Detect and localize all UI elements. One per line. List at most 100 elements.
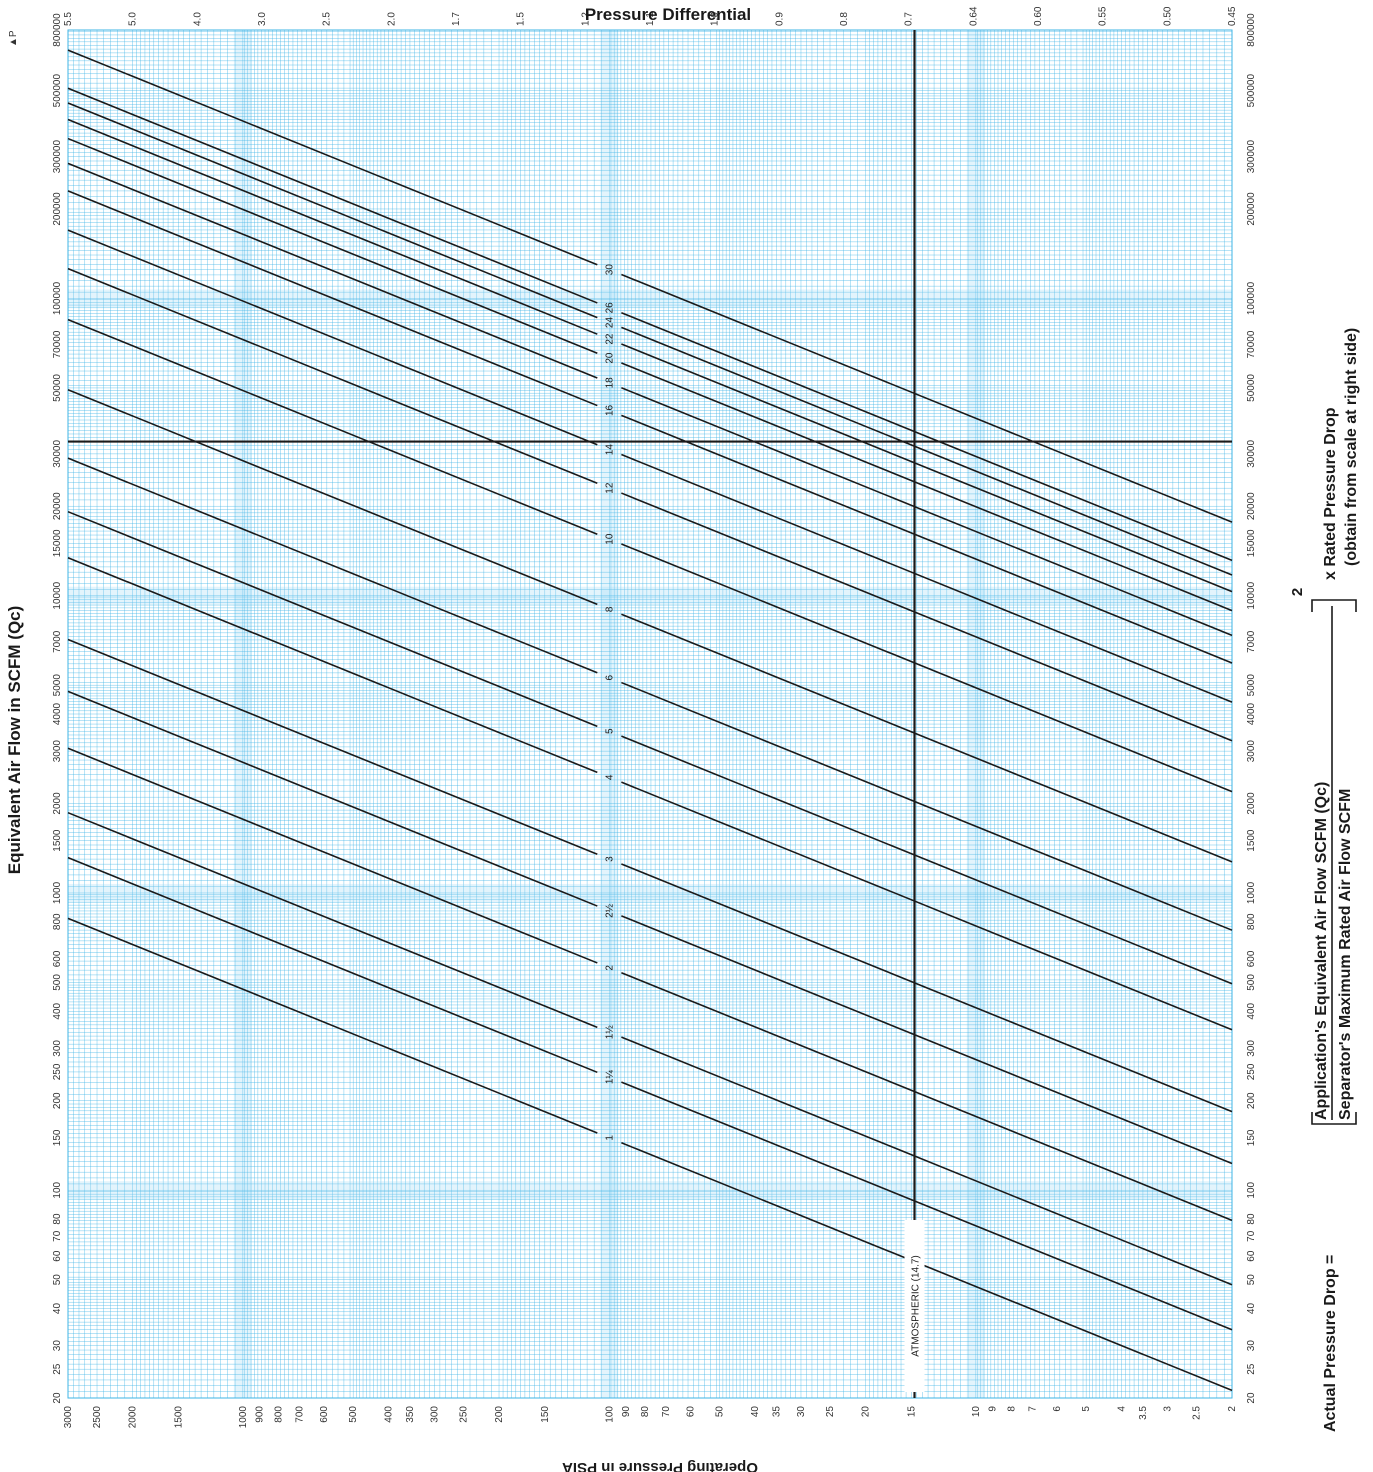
- flow-tick-right: 10000: [1246, 581, 1257, 609]
- formula-lhs: Actual Pressure Drop =: [1322, 1255, 1339, 1432]
- grid-band-h: [68, 883, 1232, 902]
- series-line-16: [67, 190, 598, 407]
- pressure-tick: 2: [1227, 1406, 1238, 1412]
- series-label-26: 26: [604, 302, 615, 314]
- series-label-22: 22: [604, 333, 615, 345]
- series-label-14: 14: [604, 444, 615, 456]
- flow-tick-left: 30: [52, 1340, 63, 1352]
- pressure-tick: 900: [255, 1406, 266, 1423]
- dp-tick: 1.7: [451, 12, 462, 26]
- pressure-tick: 80: [640, 1406, 651, 1418]
- flow-tick-left: 30000: [52, 440, 63, 468]
- pressure-tick: 400: [384, 1406, 395, 1423]
- series-label-16: 16: [604, 404, 615, 416]
- flow-tick-left: 1000: [52, 881, 63, 904]
- pressure-tick: 40: [750, 1406, 761, 1418]
- dp-tick: 4.0: [192, 12, 203, 26]
- flow-tick-left: 10000: [52, 581, 63, 609]
- flow-tick-left: 150: [52, 1129, 63, 1146]
- series-label-24: 24: [604, 317, 615, 329]
- dp-tick: 0.7: [904, 12, 915, 26]
- series-line-8: [621, 613, 1233, 863]
- flow-tick-left: 20000: [52, 492, 63, 520]
- left-axis-label: Equivalent Air Flow in SCFM (Qc): [5, 606, 24, 875]
- pressure-tick: 90: [621, 1406, 632, 1418]
- series-line-2: [67, 747, 598, 964]
- dp-tick: 2.5: [322, 12, 333, 26]
- flow-tick-left: 2000: [52, 792, 63, 815]
- dp-tick: 1.2: [580, 12, 591, 26]
- formula-left-bracket: [1311, 1112, 1357, 1125]
- series-label-20: 20: [604, 352, 615, 364]
- series-label-10: 10: [604, 533, 615, 545]
- pressure-tick: 10: [971, 1406, 982, 1418]
- pressure-tick: 25: [825, 1406, 836, 1418]
- flow-tick-right: 1000: [1246, 881, 1257, 904]
- pressure-tick: 500: [348, 1406, 359, 1423]
- flow-tick-left: 300000: [52, 140, 63, 174]
- series-line-20: [621, 362, 1233, 612]
- flow-tick-left: 20: [52, 1392, 63, 1404]
- formula-numerator: Application's Equivalent Air Flow SCFM (…: [1313, 782, 1330, 1120]
- flow-tick-left: 500: [52, 974, 63, 991]
- series-line-1½: [67, 811, 598, 1029]
- series-line-5: [621, 735, 1233, 985]
- series-label-18: 18: [604, 377, 615, 389]
- series-line-1: [621, 1142, 1233, 1392]
- flow-tick-right: 3000: [1246, 740, 1257, 763]
- pressure-tick: 3: [1162, 1406, 1173, 1412]
- formula-denominator: Separator's Maximum Rated Air Flow SCFM: [1337, 789, 1354, 1120]
- series-line-12: [621, 492, 1233, 742]
- flow-tick-right: 7000: [1246, 630, 1257, 653]
- flow-tick-left: 3000: [52, 740, 63, 763]
- flow-tick-left: 70000: [52, 330, 63, 358]
- series-line-18: [67, 162, 598, 379]
- flow-tick-right: 800000: [1246, 13, 1257, 47]
- flow-tick-right: 60: [1246, 1250, 1257, 1262]
- flow-tick-left: 250: [52, 1063, 63, 1080]
- pressure-tick: 35: [771, 1406, 782, 1418]
- series-line-3: [621, 863, 1233, 1113]
- atmospheric-label: ATMOSPHERIC (14.7): [911, 1255, 922, 1357]
- pressure-tick: 6: [1052, 1406, 1063, 1412]
- series-line-2½: [621, 915, 1233, 1165]
- series-label-6: 6: [604, 674, 615, 680]
- dp-tick: 0.8: [839, 12, 850, 26]
- flow-tick-right: 200000: [1246, 192, 1257, 226]
- series-line-5: [67, 510, 598, 728]
- flow-tick-right: 25: [1246, 1363, 1257, 1375]
- flow-tick-left: 70: [52, 1230, 63, 1242]
- flow-tick-left: 25: [52, 1363, 63, 1375]
- flow-tick-right: 70: [1246, 1230, 1257, 1242]
- flow-tick-left: 300: [52, 1040, 63, 1057]
- flow-tick-left: 40: [52, 1303, 63, 1315]
- flow-tick-right: 70000: [1246, 330, 1257, 358]
- series-line-4: [67, 556, 598, 774]
- pressure-tick: 1500: [173, 1406, 184, 1429]
- pressure-tick: 60: [686, 1406, 697, 1418]
- flow-tick-left: 400: [52, 1002, 63, 1019]
- flow-tick-right: 20000: [1246, 492, 1257, 520]
- dp-axis-corner-label: ▲P: [8, 30, 19, 47]
- flow-tick-right: 50: [1246, 1274, 1257, 1286]
- flow-tick-right: 40: [1246, 1303, 1257, 1315]
- series-line-2½: [67, 690, 598, 907]
- grid-band-h: [68, 586, 1232, 605]
- dp-tick: 0.55: [1098, 6, 1109, 26]
- flow-tick-right: 100000: [1246, 281, 1257, 315]
- series-label-2: 2: [604, 965, 615, 971]
- flow-tick-left: 600: [52, 950, 63, 967]
- formula: Actual Pressure Drop = Application's Equ…: [1289, 328, 1360, 1432]
- pressure-tick: 15: [906, 1406, 917, 1418]
- series-line-2: [621, 971, 1233, 1222]
- series-label-1: 1: [604, 1135, 615, 1141]
- series-label-2½: 2½: [604, 903, 615, 918]
- dp-tick: 0.60: [1033, 6, 1044, 26]
- plot-frame: [67, 29, 1233, 1399]
- series-line-14: [621, 453, 1233, 703]
- series-line-12: [67, 267, 598, 485]
- pressure-tick: 30: [796, 1406, 807, 1418]
- chart-title: Pressure Differential: [585, 5, 751, 24]
- series-line-8: [67, 389, 598, 606]
